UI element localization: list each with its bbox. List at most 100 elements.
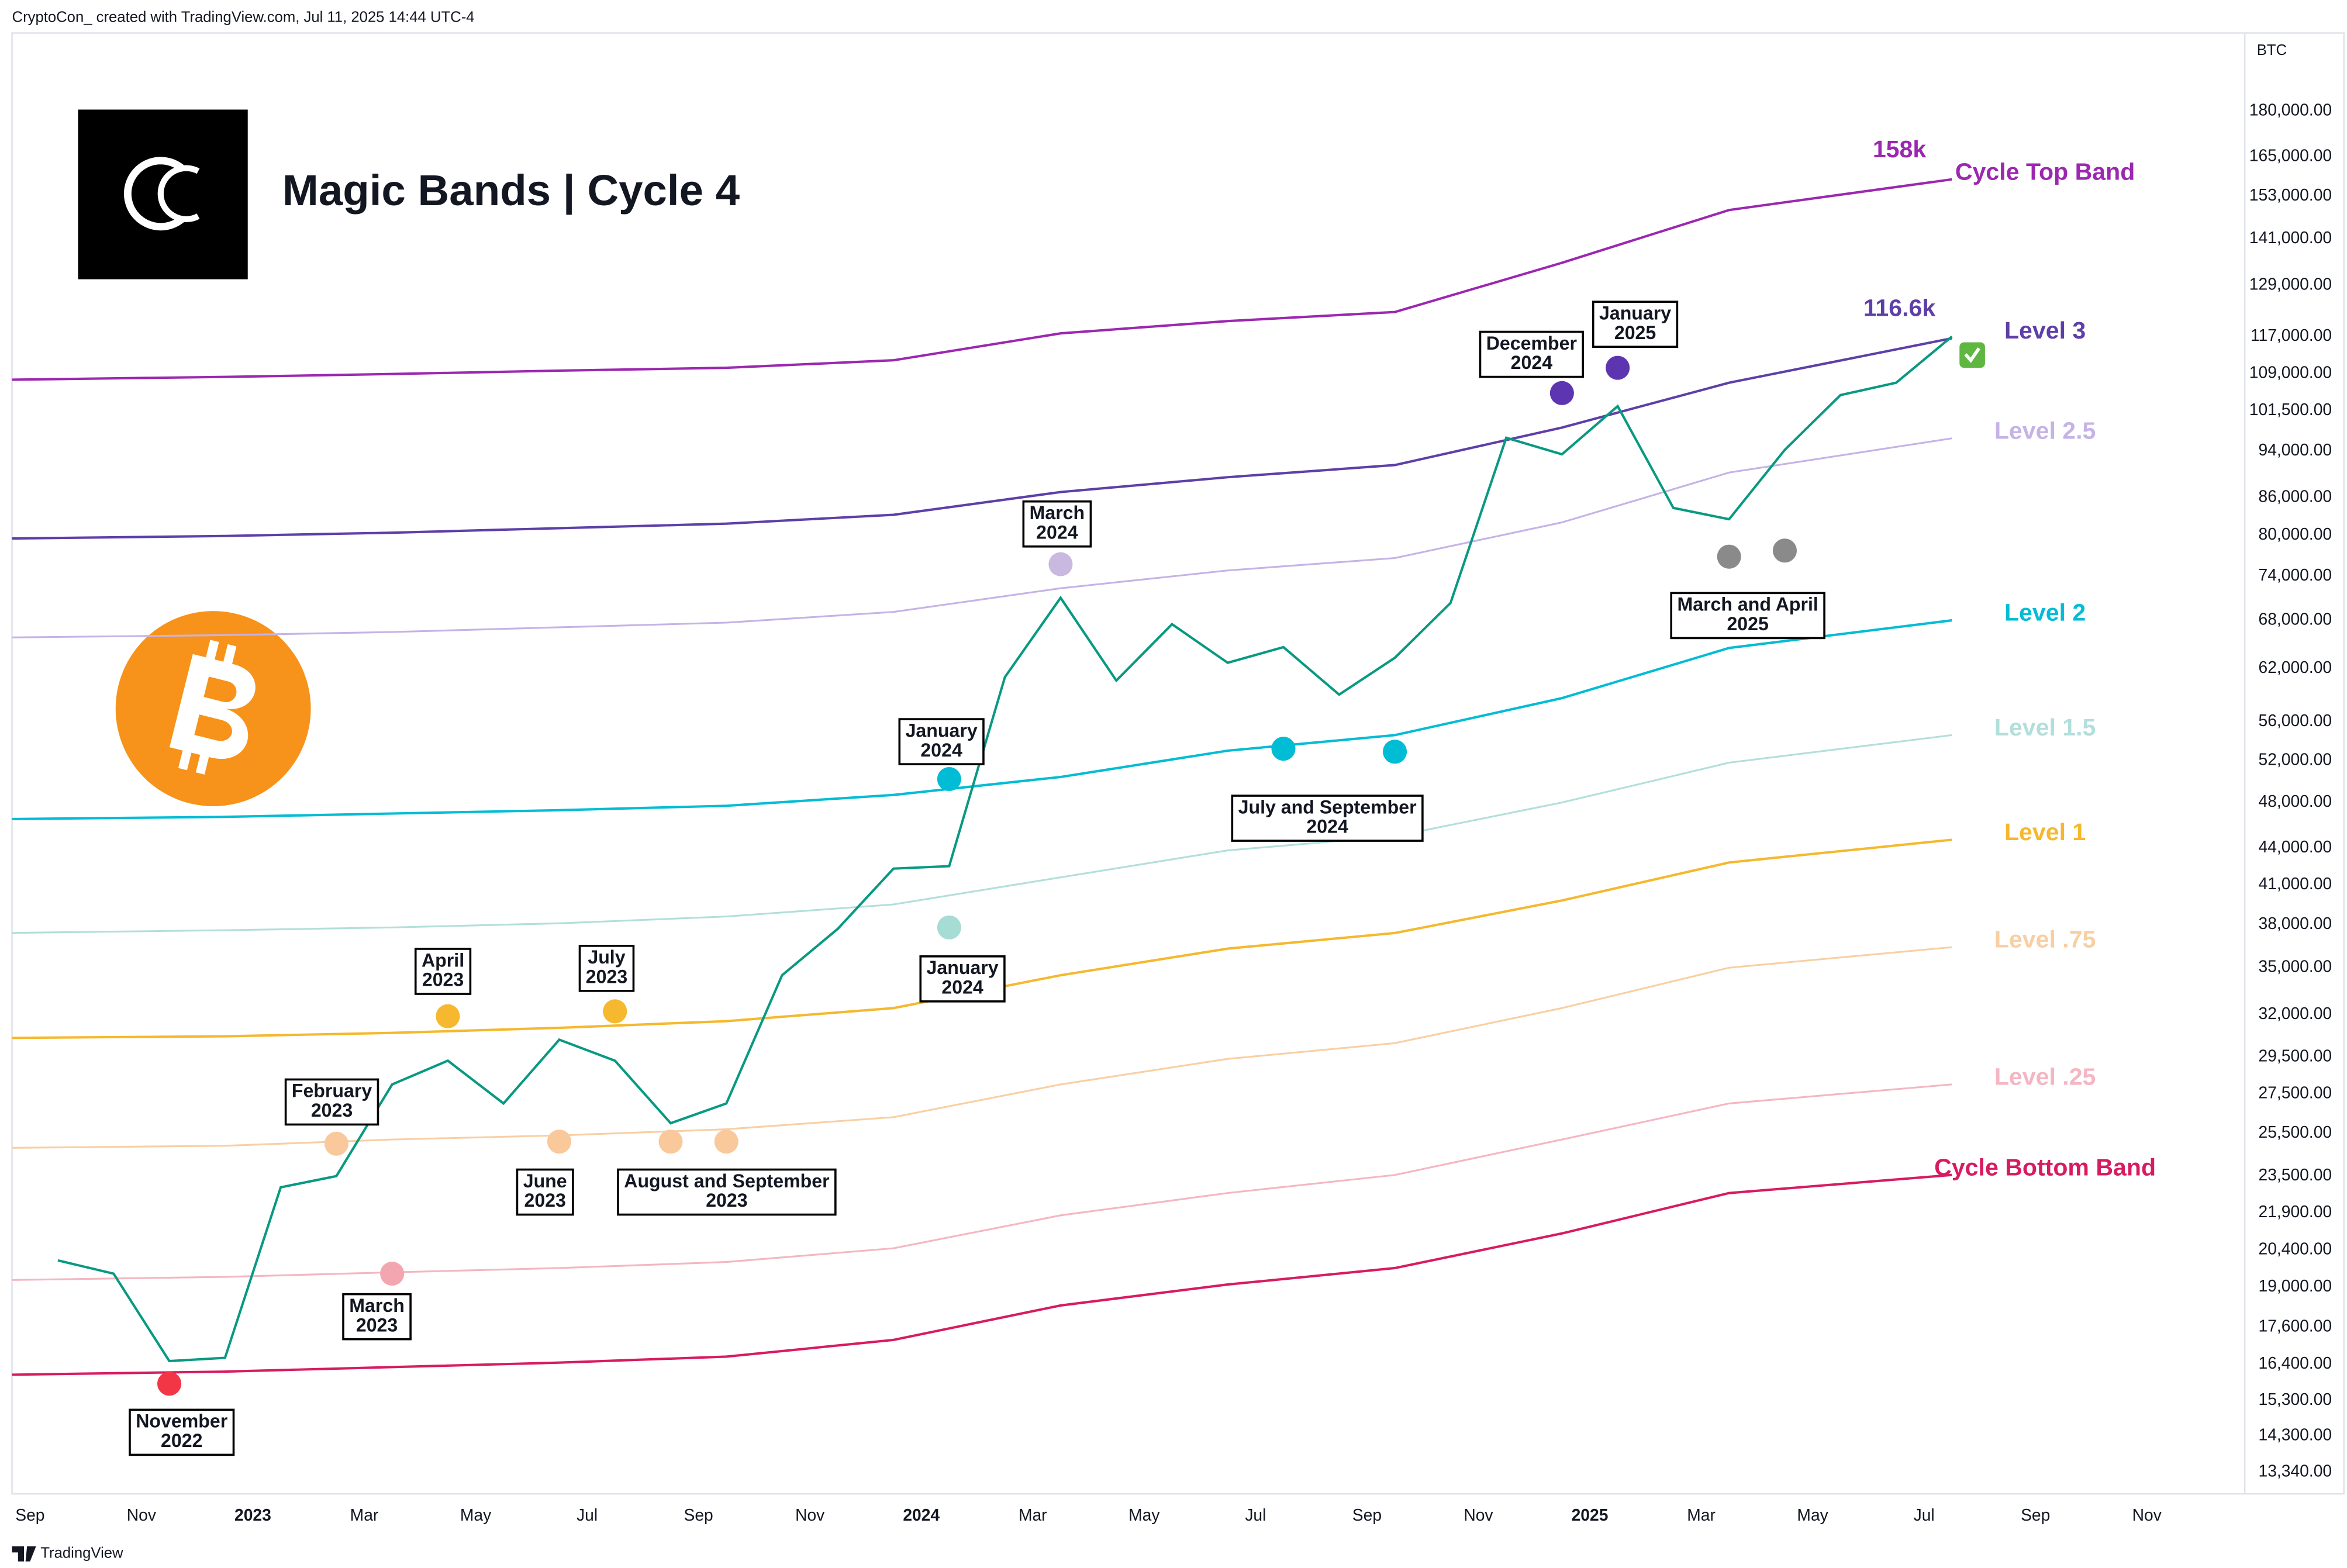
y-tick-label: 153,000.00 [2249, 185, 2332, 204]
y-tick-label: 165,000.00 [2249, 146, 2332, 164]
band-label: Level .25 [1994, 1063, 2096, 1090]
x-tick-label: Mar [1687, 1505, 1716, 1524]
y-tick-label: 35,000.00 [2259, 957, 2332, 976]
annotation-marker [658, 1130, 683, 1154]
y-tick-label: 74,000.00 [2259, 565, 2332, 584]
band-end-label: 158k [1873, 136, 1927, 163]
x-tick-label: Nov [1464, 1505, 1493, 1524]
check-mark [1964, 347, 1980, 363]
annotation-box [898, 718, 985, 765]
x-tick-label: Jul [1245, 1505, 1266, 1524]
y-tick-label: 25,500.00 [2259, 1123, 2332, 1141]
annotation-box [284, 1078, 379, 1126]
x-tick-label: Mar [350, 1505, 379, 1524]
annotation-text: 2024 [920, 740, 962, 761]
y-tick-label: 62,000.00 [2259, 658, 2332, 676]
y-tick-label: 21,900.00 [2259, 1202, 2332, 1221]
symbol: BTC [2257, 42, 2287, 58]
y-tick-label: 38,000.00 [2259, 914, 2332, 932]
annotation-marker [157, 1372, 182, 1396]
y-tick-label: 29,500.00 [2259, 1047, 2332, 1065]
annotation-text: June [523, 1170, 567, 1191]
y-tick-label: 101,500.00 [2249, 400, 2332, 419]
annotation-text: 2023 [524, 1190, 565, 1211]
annotation-marker [1048, 552, 1073, 576]
annotation-text: 2023 [356, 1314, 398, 1335]
band-line [12, 178, 1952, 381]
brand-logo [12, 1546, 36, 1562]
annotation-text: 2023 [586, 966, 627, 987]
band-label: Level .75 [1994, 926, 2096, 953]
annotation-box [1231, 795, 1424, 842]
y-tick-label: 109,000.00 [2249, 362, 2332, 381]
band-line [12, 946, 1952, 1149]
y-tick-label: 23,500.00 [2259, 1165, 2332, 1184]
annotation-marker [937, 915, 961, 940]
annotation-text: 2025 [1614, 322, 1656, 343]
annotation-marker [1772, 538, 1797, 563]
frame [11, 32, 2345, 1495]
x-tick-label: Sep [684, 1505, 713, 1524]
x-tick-label: 2023 [234, 1505, 271, 1524]
annotation-marker [603, 999, 627, 1024]
y-tick-label: 17,600.00 [2259, 1317, 2332, 1335]
y-tick-label: 94,000.00 [2259, 440, 2332, 459]
annotation-text: 2023 [706, 1190, 747, 1211]
annotation-box [342, 1293, 412, 1341]
annotation-box [1022, 500, 1092, 548]
y-tick-label: 129,000.00 [2249, 275, 2332, 293]
x-tick-label: Sep [1352, 1505, 1382, 1524]
annotation-marker [380, 1262, 405, 1286]
symbol-box [2248, 39, 2308, 63]
annotation-box [516, 1168, 574, 1216]
y-tick-label: 68,000.00 [2259, 609, 2332, 628]
annotation-text: 2025 [1727, 613, 1768, 634]
annotation-text: 2023 [311, 1100, 353, 1121]
x-tick-label: Sep [15, 1505, 44, 1524]
x-tick-label: 2025 [1572, 1505, 1609, 1524]
annotation-text: February [292, 1080, 372, 1101]
y-tick-label: 44,000.00 [2259, 837, 2332, 856]
band-line [12, 1173, 1952, 1376]
y-tick-label: 48,000.00 [2259, 792, 2332, 810]
x-tick-label: Nov [2132, 1505, 2162, 1524]
annotation-box [617, 1168, 837, 1216]
annotation-box [578, 945, 635, 992]
band-label: Cycle Top Band [1955, 158, 2135, 185]
annotation-marker [714, 1130, 738, 1154]
chart-title: Magic Bands | Cycle 4 [282, 166, 740, 215]
annotation-text: March [1030, 502, 1085, 523]
y-tick-label: 14,300.00 [2259, 1425, 2332, 1443]
logo-mark [157, 165, 200, 223]
header: CryptoCon_ created with TradingView.com,… [12, 9, 475, 26]
y-tick-label: 86,000.00 [2259, 486, 2332, 505]
annotation-text: January [906, 720, 978, 741]
y-tick-label: 80,000.00 [2259, 524, 2332, 543]
annotation-text: 2022 [161, 1430, 202, 1451]
y-tick-label: 19,000.00 [2259, 1276, 2332, 1295]
band-line [12, 734, 1952, 934]
y-tick-label: 16,400.00 [2259, 1353, 2332, 1372]
annotation-marker [1383, 740, 1407, 764]
annotation-marker [436, 1004, 460, 1028]
x-tick-label: May [1128, 1505, 1160, 1524]
annotation-box [1592, 301, 1679, 348]
annotation-marker [1717, 544, 1741, 569]
annotation-box [1479, 330, 1585, 378]
band-end-label: 116.6k [1863, 295, 1936, 322]
bitcoin-glyph [169, 640, 256, 775]
annotation-text: January [927, 957, 999, 978]
annotation-box [129, 1408, 235, 1456]
y-tick-label: 15,300.00 [2259, 1390, 2332, 1408]
y-tick-label: 41,000.00 [2259, 874, 2332, 893]
annotation-box [1670, 592, 1825, 640]
y-tick-label: 52,000.00 [2259, 750, 2332, 768]
annotation-text: January [1599, 302, 1671, 323]
band-label: Level 1.5 [1994, 714, 2096, 741]
annotation-text: March and April [1677, 594, 1818, 615]
annotation-text: 2024 [1306, 816, 1348, 837]
annotation-text: 2024 [1036, 521, 1078, 543]
annotation-text: July [588, 947, 625, 968]
x-tick-label: Sep [2021, 1505, 2050, 1524]
